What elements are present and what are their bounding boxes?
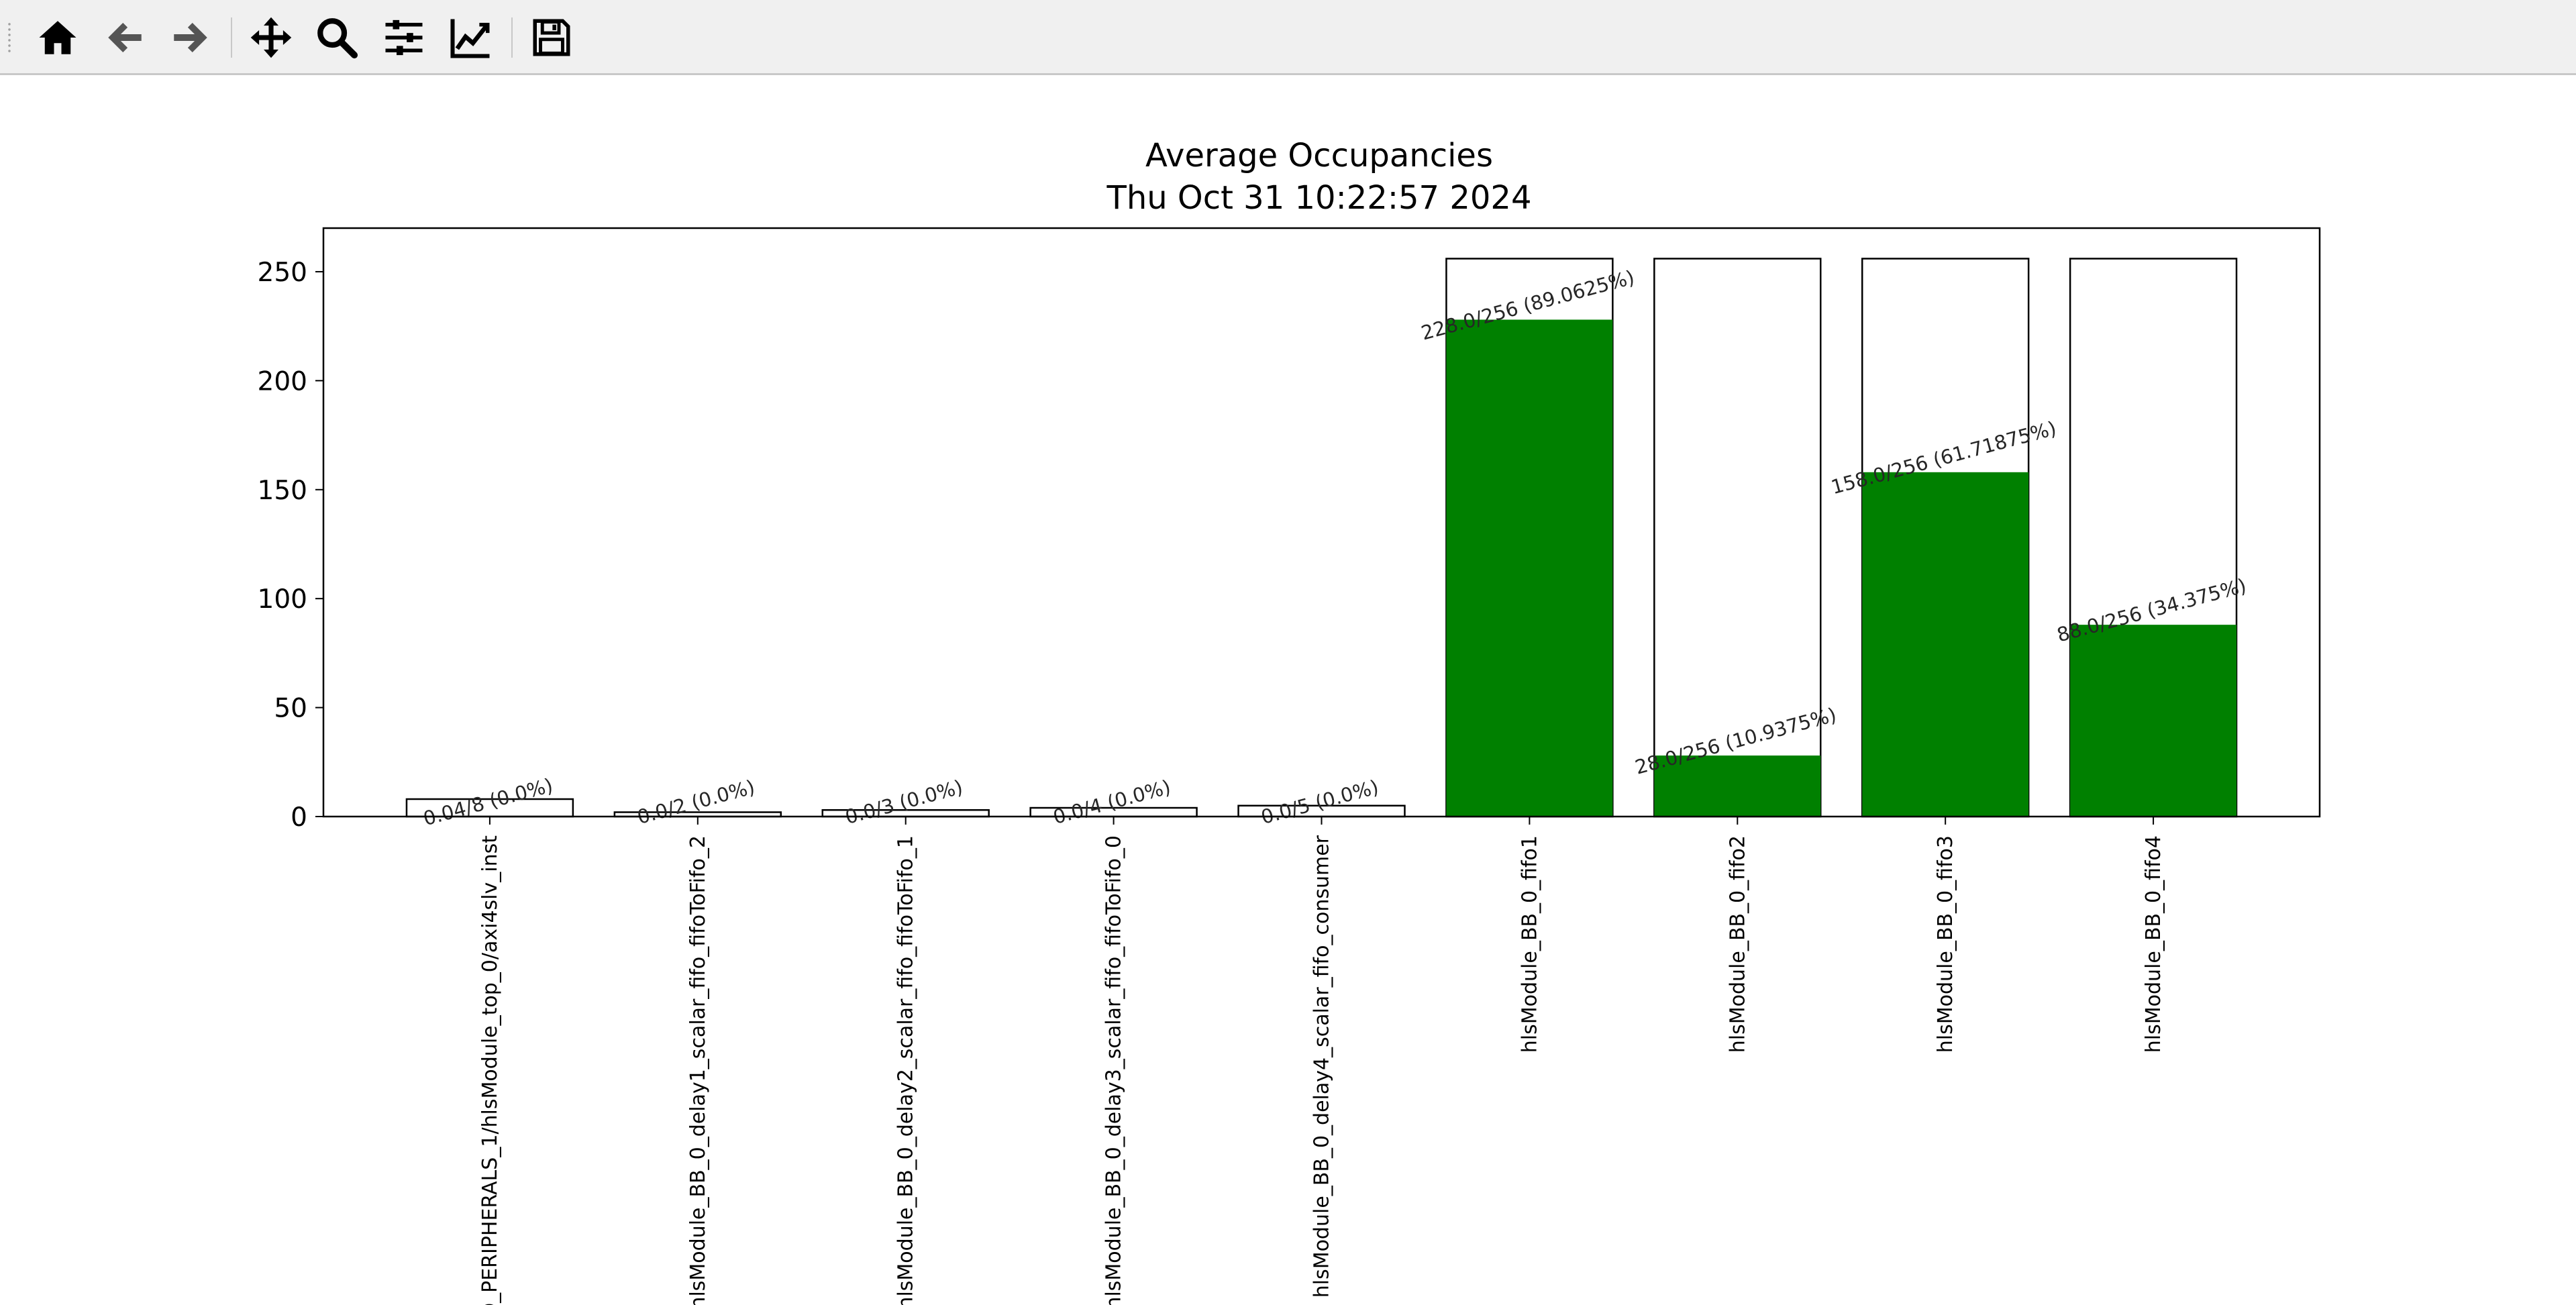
x-tick-label: hlsModule_BB_0_delay4_scalar_fifo_consum…	[1310, 835, 1334, 1298]
toolbar	[0, 0, 2576, 75]
toolbar-grip[interactable]	[7, 21, 12, 54]
capacity-bar	[1653, 258, 1822, 818]
occupancy-bar	[2070, 625, 2237, 817]
save-icon	[533, 19, 570, 56]
occupancy-bar	[1862, 472, 2029, 817]
x-tick-label: hlsModule_BB_0_delay1_scalar_fifo_fifoTo…	[686, 835, 710, 1305]
figure-canvas[interactable]: Average Occupancies Thu Oct 31 10:22:57 …	[0, 75, 2576, 1305]
occupancy-bar	[1446, 319, 1613, 817]
x-axis: O_PERIPHERALS_1/hlsModule_top_0/axi4slv_…	[478, 817, 2165, 1305]
y-axis: 0 50 100 150 200 250	[258, 258, 323, 833]
bar-data-label: 0.0/3 (0.0%)	[843, 776, 966, 829]
bar-chart[interactable]: Average Occupancies Thu Oct 31 10:22:57 …	[0, 75, 2576, 1305]
forward-arrow-icon	[174, 23, 207, 52]
chart-subtitle: Thu Oct 31 10:22:57 2024	[1106, 179, 1532, 217]
bar-data-label: 0.0/4 (0.0%)	[1051, 776, 1174, 829]
save-button[interactable]	[525, 13, 578, 62]
x-tick-label: hlsModule_BB_0_delay3_scalar_fifo_fifoTo…	[1102, 835, 1126, 1305]
x-tick-label: hlsModule_BB_0_fifo2	[1726, 835, 1749, 1053]
edit-axis-icon	[450, 19, 490, 58]
occupancy-bar	[1654, 755, 1821, 817]
subplots-icon	[385, 19, 423, 56]
bar-data-label: 0.0/5 (0.0%)	[1259, 776, 1382, 829]
y-tick-label: 50	[274, 694, 307, 724]
y-tick-label: 200	[258, 366, 307, 397]
toolbar-separator	[511, 17, 513, 58]
zoom-button[interactable]	[310, 13, 364, 62]
x-tick-label: hlsModule_BB_0_delay2_scalar_fifo_fifoTo…	[894, 835, 918, 1305]
x-tick-label: hlsModule_BB_0_fifo3	[1934, 835, 1957, 1053]
y-tick-label: 150	[258, 476, 307, 506]
plot-area-frame	[322, 227, 2321, 818]
toolbar-separator	[231, 17, 232, 58]
home-button[interactable]	[31, 13, 85, 62]
chart-title: Average Occupancies	[1145, 137, 1493, 174]
back-button[interactable]	[98, 13, 152, 62]
bar-data-label: 0.0/2 (0.0%)	[635, 776, 758, 829]
subplots-button[interactable]	[377, 13, 431, 62]
forward-button[interactable]	[164, 13, 217, 62]
x-tick-label: hlsModule_BB_0_fifo1	[1518, 835, 1541, 1053]
zoom-icon	[317, 18, 358, 59]
pan-button[interactable]	[244, 13, 298, 62]
pan-icon	[250, 17, 292, 58]
edit-axis-button[interactable]	[444, 13, 498, 62]
x-tick-label: O_PERIPHERALS_1/hlsModule_top_0/axi4slv_…	[478, 835, 502, 1305]
home-icon	[39, 21, 76, 54]
x-tick-label: hlsModule_BB_0_fifo4	[2142, 835, 2165, 1053]
y-tick-label: 0	[291, 802, 307, 833]
back-arrow-icon	[108, 23, 142, 52]
y-tick-label: 250	[258, 258, 307, 288]
bars-layer	[405, 258, 2238, 818]
y-tick-label: 100	[258, 584, 307, 615]
